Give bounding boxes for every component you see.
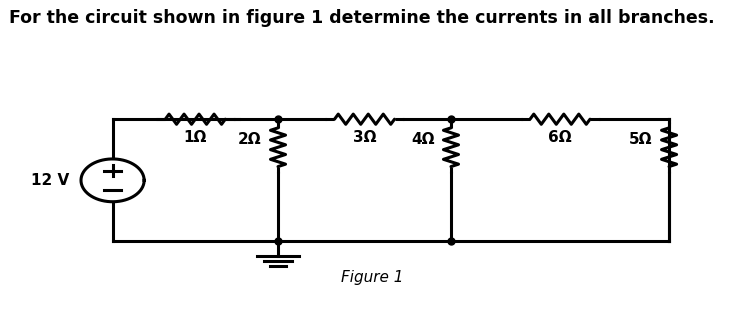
- Text: 3Ω: 3Ω: [353, 130, 376, 145]
- Text: 2Ω: 2Ω: [238, 132, 262, 147]
- Text: 6Ω: 6Ω: [548, 130, 572, 145]
- Text: Figure 1: Figure 1: [340, 269, 403, 284]
- Text: 5Ω: 5Ω: [629, 132, 652, 147]
- Text: 1Ω: 1Ω: [184, 130, 207, 145]
- Text: 4Ω: 4Ω: [411, 132, 434, 147]
- Text: For the circuit shown in figure 1 determine the currents in all branches.: For the circuit shown in figure 1 determ…: [9, 9, 714, 27]
- Text: 12 V: 12 V: [31, 173, 70, 188]
